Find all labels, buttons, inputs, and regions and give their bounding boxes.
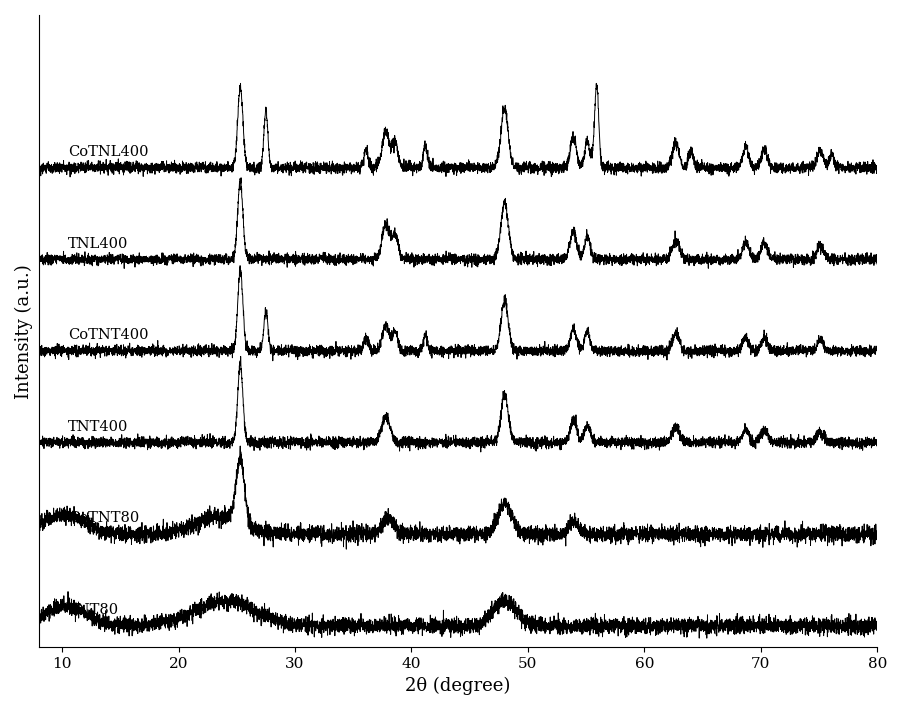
Text: TNT80: TNT80: [68, 603, 119, 617]
Text: CoTNL400: CoTNL400: [68, 145, 149, 159]
X-axis label: 2θ (degree): 2θ (degree): [405, 677, 511, 695]
Text: CoTNT400: CoTNT400: [68, 328, 149, 342]
Text: CoTNT80: CoTNT80: [68, 511, 139, 525]
Y-axis label: Intensity (a.u.): Intensity (a.u.): [15, 264, 33, 398]
Text: TNT400: TNT400: [68, 420, 128, 434]
Text: TNL400: TNL400: [68, 236, 128, 251]
